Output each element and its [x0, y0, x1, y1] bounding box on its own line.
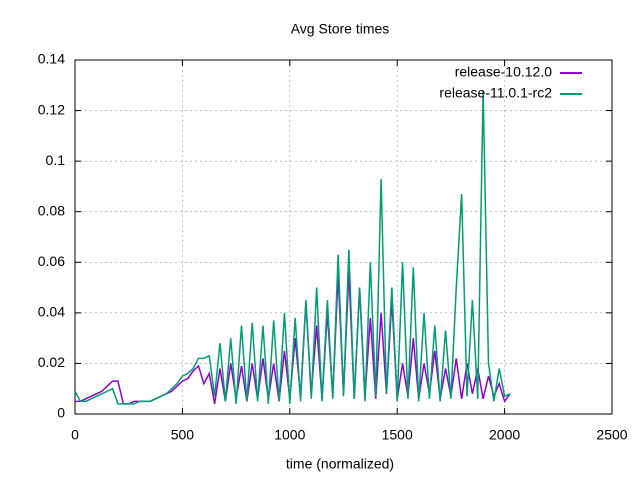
y-tick-label: 0.02	[38, 354, 65, 370]
plot-frame	[74, 59, 613, 415]
x-tick-label: 2000	[489, 427, 520, 443]
y-tick-label: 0.14	[38, 51, 65, 67]
y-tick-label: 0.04	[38, 304, 65, 320]
y-tick-label: 0.12	[38, 101, 65, 117]
legend-label: release-10.12.0	[455, 64, 553, 80]
x-axis-label: time (normalized)	[286, 456, 394, 472]
x-tick-label: 500	[171, 427, 195, 443]
y-tick-label: 0.08	[38, 202, 65, 218]
chart-title: Avg Store times	[291, 21, 390, 37]
x-tick-label: 1000	[274, 427, 305, 443]
y-tick-label: 0.1	[46, 152, 66, 168]
legend-label: release-11.0.1-rc2	[439, 85, 552, 101]
y-tick-label: 0.06	[38, 253, 65, 269]
y-tick-label: 0	[57, 405, 65, 421]
x-tick-label: 0	[71, 427, 79, 443]
x-tick-label: 1500	[382, 427, 413, 443]
x-tick-label: 2500	[596, 427, 627, 443]
series-line	[74, 90, 511, 405]
